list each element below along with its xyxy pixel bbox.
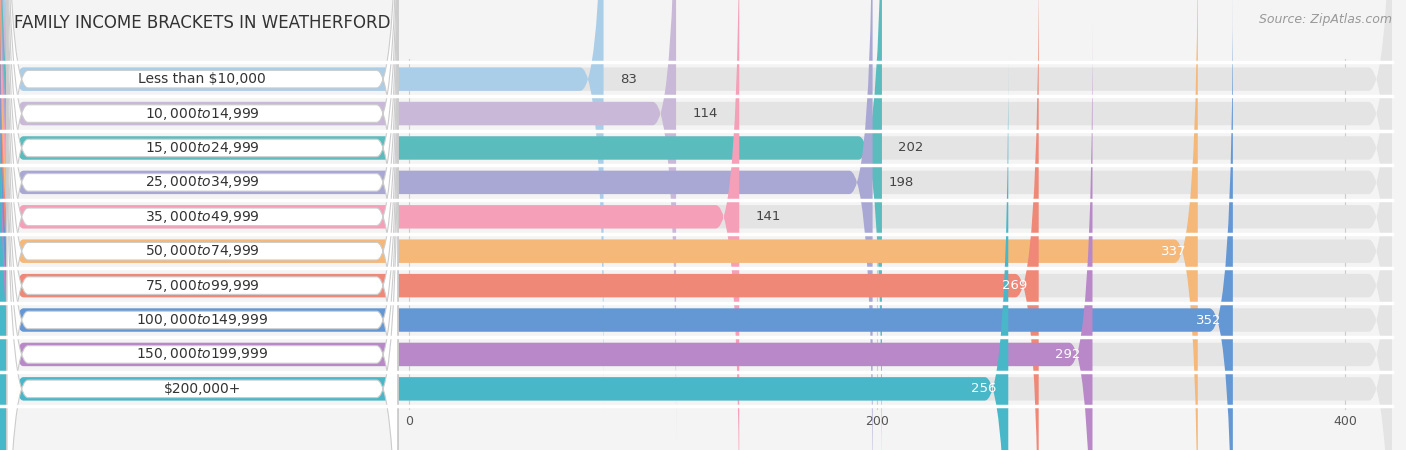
Text: $15,000 to $24,999: $15,000 to $24,999 [145, 140, 260, 156]
Text: $25,000 to $34,999: $25,000 to $34,999 [145, 175, 260, 190]
Text: 352: 352 [1195, 314, 1222, 327]
FancyBboxPatch shape [0, 0, 1392, 412]
FancyBboxPatch shape [0, 0, 1039, 450]
FancyBboxPatch shape [0, 22, 1392, 450]
Text: FAMILY INCOME BRACKETS IN WEATHERFORD: FAMILY INCOME BRACKETS IN WEATHERFORD [14, 14, 391, 32]
Text: 256: 256 [972, 382, 997, 396]
Text: 114: 114 [693, 107, 718, 120]
Text: 198: 198 [889, 176, 914, 189]
Text: Less than $10,000: Less than $10,000 [138, 72, 266, 86]
Text: Source: ZipAtlas.com: Source: ZipAtlas.com [1258, 14, 1392, 27]
FancyBboxPatch shape [7, 0, 398, 450]
Text: 141: 141 [755, 210, 780, 223]
FancyBboxPatch shape [7, 0, 398, 380]
Text: 269: 269 [1001, 279, 1026, 292]
FancyBboxPatch shape [0, 0, 882, 450]
FancyBboxPatch shape [7, 19, 398, 450]
FancyBboxPatch shape [7, 0, 398, 449]
FancyBboxPatch shape [7, 54, 398, 450]
FancyBboxPatch shape [7, 0, 398, 450]
FancyBboxPatch shape [0, 0, 1198, 450]
Text: 337: 337 [1160, 245, 1187, 258]
FancyBboxPatch shape [0, 0, 740, 450]
Text: $200,000+: $200,000+ [163, 382, 240, 396]
Text: 83: 83 [620, 72, 637, 86]
Text: $75,000 to $99,999: $75,000 to $99,999 [145, 278, 260, 293]
FancyBboxPatch shape [0, 56, 1392, 450]
Text: $100,000 to $149,999: $100,000 to $149,999 [136, 312, 269, 328]
FancyBboxPatch shape [0, 0, 873, 450]
FancyBboxPatch shape [0, 22, 1092, 450]
FancyBboxPatch shape [0, 0, 1233, 450]
Text: 202: 202 [898, 141, 924, 154]
FancyBboxPatch shape [7, 88, 398, 450]
FancyBboxPatch shape [0, 56, 1008, 450]
Text: $150,000 to $199,999: $150,000 to $199,999 [136, 346, 269, 362]
Text: $35,000 to $49,999: $35,000 to $49,999 [145, 209, 260, 225]
Text: $50,000 to $74,999: $50,000 to $74,999 [145, 243, 260, 259]
FancyBboxPatch shape [7, 0, 398, 450]
Text: $10,000 to $14,999: $10,000 to $14,999 [145, 106, 260, 122]
FancyBboxPatch shape [0, 0, 603, 412]
Text: 292: 292 [1056, 348, 1081, 361]
FancyBboxPatch shape [0, 0, 676, 446]
FancyBboxPatch shape [7, 0, 398, 450]
FancyBboxPatch shape [7, 0, 398, 414]
